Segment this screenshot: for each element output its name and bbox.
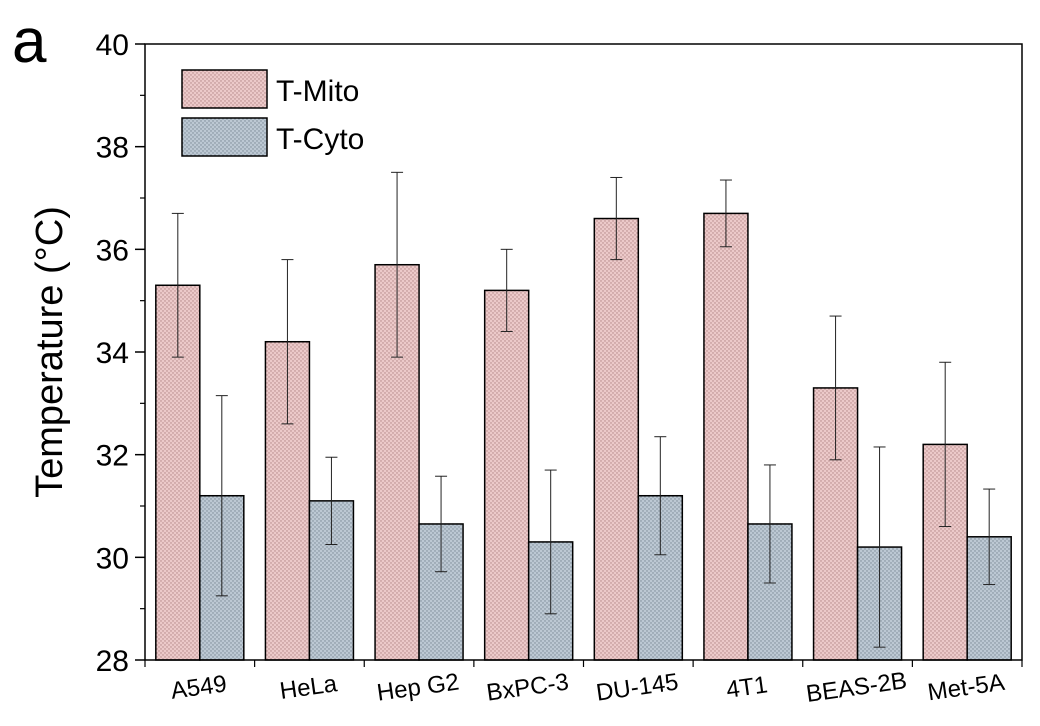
bar-t-mito-bxpc-3 bbox=[483, 289, 530, 661]
y-tick-label: 28 bbox=[96, 645, 129, 678]
error-bar-t-mito-hep-g2 bbox=[391, 171, 404, 358]
y-tick-label: 32 bbox=[96, 440, 129, 473]
error-bar-t-mito-met-5a bbox=[939, 361, 952, 528]
legend: T-Mito T-Cyto bbox=[181, 69, 364, 157]
error-bar-t-cyto-hela bbox=[325, 456, 338, 545]
legend-label-t-cyto: T-Cyto bbox=[276, 123, 364, 156]
x-axis: A549 HeLa Hep G2 BxPC-3 DU-145 4T1 BEAS-2B Met-… bbox=[144, 660, 1023, 708]
error-bar-t-cyto-met-5a bbox=[983, 488, 996, 586]
error-bar-t-cyto-du-145 bbox=[654, 436, 667, 556]
x-tick-label: Met-5A bbox=[926, 669, 1006, 707]
bars-layer bbox=[155, 212, 1012, 661]
error-bar-t-cyto-a549 bbox=[215, 395, 228, 597]
legend-swatch-t-cyto bbox=[181, 117, 268, 157]
error-bar-t-cyto-hep-g2 bbox=[435, 475, 448, 573]
y-tick-label: 36 bbox=[96, 234, 129, 267]
error-bar-t-cyto-bxpc-3 bbox=[544, 469, 557, 615]
error-bar-t-mito-beas-2b bbox=[829, 315, 842, 461]
error-bar-t-mito-4t1 bbox=[719, 179, 732, 248]
y-tick-label: 30 bbox=[96, 542, 129, 575]
bar-t-mito-du-145 bbox=[593, 217, 640, 661]
panel-label: a bbox=[12, 7, 47, 76]
error-bar-t-mito-bxpc-3 bbox=[500, 248, 513, 332]
error-bar-t-mito-hela bbox=[281, 259, 294, 425]
legend-label-t-mito: T-Mito bbox=[276, 75, 359, 108]
x-tick-label: A549 bbox=[169, 670, 228, 705]
error-bar-t-cyto-beas-2b bbox=[873, 446, 886, 648]
y-axis-label: Temperature (°C) bbox=[29, 206, 71, 498]
x-tick-label: DU-145 bbox=[594, 668, 680, 706]
error-bars-layer bbox=[171, 171, 996, 648]
x-tick-label: BxPC-3 bbox=[485, 668, 571, 706]
error-bar-t-cyto-4t1 bbox=[763, 464, 776, 584]
y-tick-label: 38 bbox=[96, 132, 129, 165]
x-tick-label: HeLa bbox=[278, 670, 339, 705]
x-tick-label: Hep G2 bbox=[375, 668, 461, 706]
bar-t-mito-4t1 bbox=[703, 212, 749, 661]
y-tick-label: 34 bbox=[96, 337, 129, 370]
error-bar-t-mito-a549 bbox=[171, 212, 184, 358]
y-tick-label: 40 bbox=[96, 29, 129, 62]
x-tick-label: BEAS-2B bbox=[804, 667, 908, 708]
bar-t-cyto-hela bbox=[308, 500, 355, 661]
error-bar-t-mito-du-145 bbox=[610, 176, 623, 261]
y-axis: 28 30 32 34 36 38 40 bbox=[96, 29, 145, 678]
x-tick-label: 4T1 bbox=[725, 671, 770, 703]
legend-swatch-t-mito bbox=[181, 69, 268, 109]
